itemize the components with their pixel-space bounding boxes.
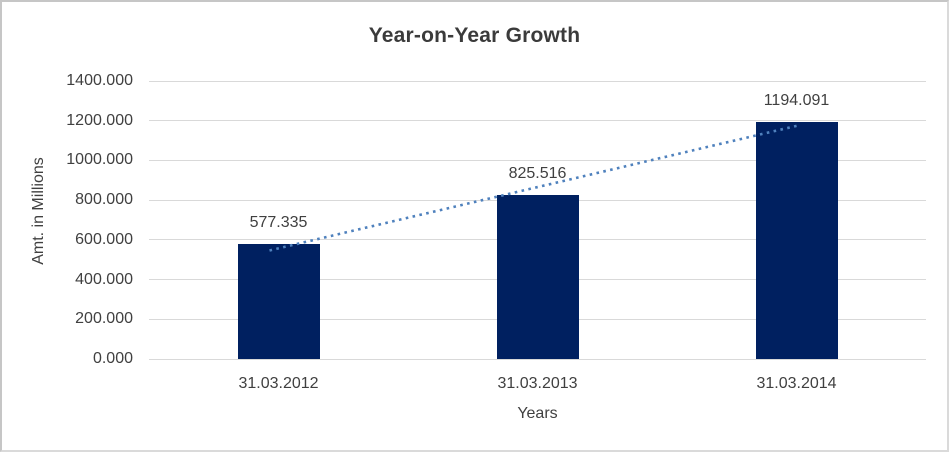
y-axis-tick-label: 200.000 xyxy=(75,310,133,328)
gridline xyxy=(149,120,926,122)
y-axis-tick-label: 1200.000 xyxy=(66,111,133,129)
y-axis-tick-label: 1400.000 xyxy=(66,72,133,89)
x-axis-title: Years xyxy=(517,405,558,422)
y-axis-tick-label: 400.000 xyxy=(75,270,133,288)
bar xyxy=(755,121,838,359)
bar-data-label: 577.335 xyxy=(249,214,308,232)
y-axis-tick-label: 800.000 xyxy=(75,191,133,209)
y-axis-tick-label: 600.000 xyxy=(75,230,133,248)
x-axis-category-label: 31.03.2013 xyxy=(497,375,578,392)
gridline xyxy=(149,358,926,360)
bar-data-label: 1194.091 xyxy=(763,91,830,109)
y-axis-tick-label: 0.000 xyxy=(92,350,133,367)
y-axis-tick-label: 1000.000 xyxy=(66,151,133,169)
x-axis-category-label: 31.03.2012 xyxy=(238,375,319,392)
bar-data-label: 825.516 xyxy=(508,165,567,183)
x-axis-category-label: 31.03.2014 xyxy=(756,375,837,392)
chart-title: Year-on-Year Growth xyxy=(368,24,581,47)
gridline xyxy=(149,80,926,82)
bar xyxy=(496,195,579,359)
bar xyxy=(237,244,320,359)
